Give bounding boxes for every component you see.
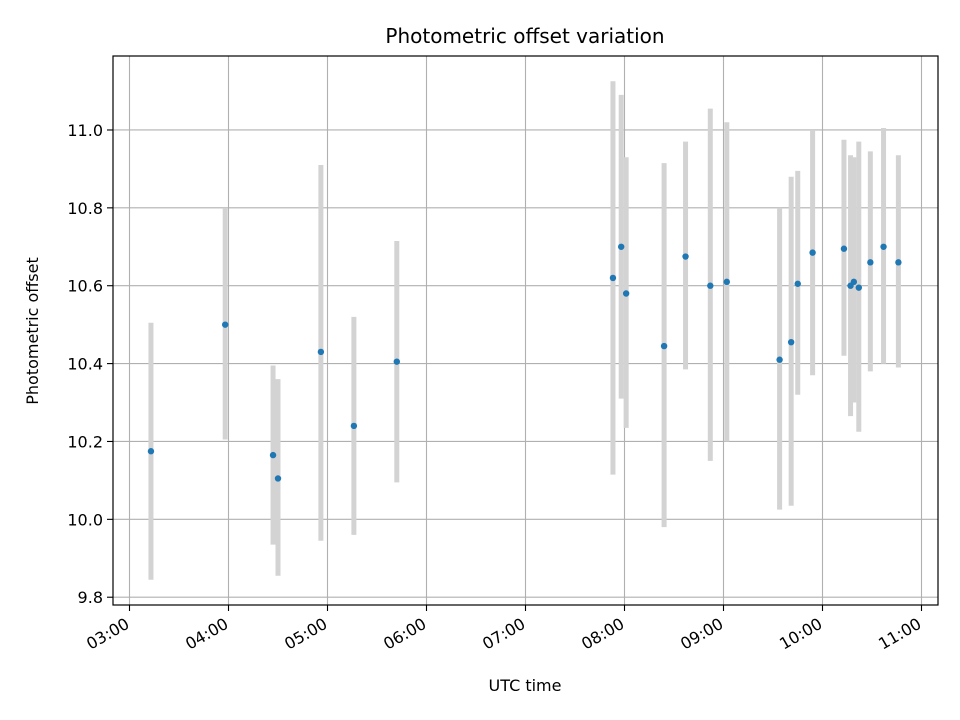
data-point [855, 284, 862, 291]
data-point [350, 422, 358, 430]
data-point [660, 342, 668, 350]
data-point [622, 290, 630, 297]
data-point [147, 448, 155, 455]
data-point [682, 253, 689, 260]
data-point [707, 282, 714, 289]
data-point [787, 338, 795, 346]
data-point [274, 475, 282, 482]
data-point [850, 278, 858, 286]
data-point [794, 280, 801, 287]
y-tick-label: 10.6 [67, 277, 103, 296]
y-tick-label: 9.8 [78, 588, 103, 607]
data-point [317, 348, 325, 356]
data-point [880, 243, 887, 250]
data-point [393, 358, 400, 365]
data-point [609, 274, 617, 282]
data-point [840, 245, 848, 252]
grid [113, 56, 938, 605]
data-point [809, 249, 816, 256]
data-point [867, 259, 874, 266]
data-points [147, 243, 902, 482]
y-tick-label: 10.8 [67, 199, 103, 218]
data-point [618, 243, 625, 250]
chart-title: Photometric offset variation [385, 24, 664, 48]
y-tick-label: 10.4 [67, 355, 103, 374]
data-point [895, 259, 902, 266]
data-point [723, 278, 730, 286]
y-axis-label: Photometric offset [23, 257, 42, 405]
y-tick-label: 10.2 [67, 432, 103, 451]
y-axis-ticks: 9.8 10.0 10.2 10.4 10.6 10.8 11.0 [67, 121, 113, 607]
y-tick-label: 10.0 [67, 510, 103, 529]
data-point [776, 356, 783, 363]
x-axis-label: UTC time [489, 676, 562, 695]
data-point [222, 321, 229, 328]
y-tick-label: 11.0 [67, 121, 103, 140]
data-point [269, 451, 277, 459]
